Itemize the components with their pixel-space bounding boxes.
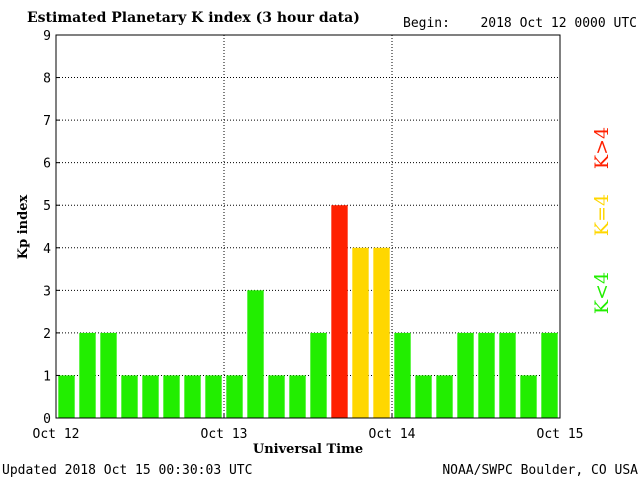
kp-bar [352, 247, 369, 418]
y-tick-label: 4 [43, 242, 51, 257]
y-tick-label: 8 [43, 72, 51, 87]
y-tick-label: 5 [43, 199, 51, 214]
updated-timestamp: Updated 2018 Oct 15 00:30:03 UTC [2, 463, 252, 478]
kp-bar [541, 332, 558, 418]
kp-bar [310, 332, 327, 418]
legend-k-above-4: K>4 [591, 127, 613, 169]
bars [58, 205, 558, 418]
legend-k-below-4: K<4 [591, 272, 613, 314]
kp-bar [184, 375, 201, 418]
kp-bar [121, 375, 138, 418]
kp-bar [289, 375, 306, 418]
credit-text: NOAA/SWPC Boulder, CO USA [442, 463, 638, 478]
y-axis-label: Kp index [16, 195, 31, 260]
kp-bar [268, 375, 285, 418]
kp-bar [100, 332, 117, 418]
kp-bar [142, 375, 159, 418]
kp-bar [478, 332, 495, 418]
y-tick-label: 3 [43, 284, 51, 299]
grid [56, 35, 560, 418]
y-tick-label: 6 [43, 157, 51, 172]
y-tick-label: 2 [43, 327, 51, 342]
y-tick-label: 1 [43, 369, 51, 384]
chart-title: Estimated Planetary K index (3 hour data… [27, 10, 360, 26]
x-axis-label: Universal Time [253, 442, 363, 457]
x-tick-labels: Oct 12 Oct 13 Oct 14 Oct 15 [33, 414, 584, 442]
kp-bar [499, 332, 516, 418]
kp-bar [373, 247, 390, 418]
kp-bar [331, 205, 348, 418]
kp-bar [247, 290, 264, 418]
kp-bar [394, 332, 411, 418]
begin-value: 2018 Oct 12 0000 UTC [480, 16, 637, 31]
kp-bar [457, 332, 474, 418]
x-tick-label: Oct 12 [33, 427, 80, 442]
kp-bar [226, 375, 243, 418]
y-tick-labels: 0 1 2 3 4 5 6 7 8 9 [43, 29, 60, 427]
kp-bar [415, 375, 432, 418]
kp-bar [163, 375, 180, 418]
x-tick-label: Oct 14 [369, 427, 416, 442]
legend-k-equal-4: K=4 [591, 194, 613, 236]
kp-bar [205, 375, 222, 418]
kp-bar [520, 375, 537, 418]
x-tick-label: Oct 13 [201, 427, 248, 442]
y-tick-label: 7 [43, 114, 51, 129]
begin-label: Begin: [403, 16, 450, 31]
kp-bar [436, 375, 453, 418]
kp-bar [79, 332, 96, 418]
y-tick-label: 0 [43, 412, 51, 427]
x-tick-label: Oct 15 [537, 427, 584, 442]
kp-bar [58, 375, 75, 418]
plot-frame [55, 34, 561, 419]
y-tick-label: 9 [43, 29, 51, 44]
